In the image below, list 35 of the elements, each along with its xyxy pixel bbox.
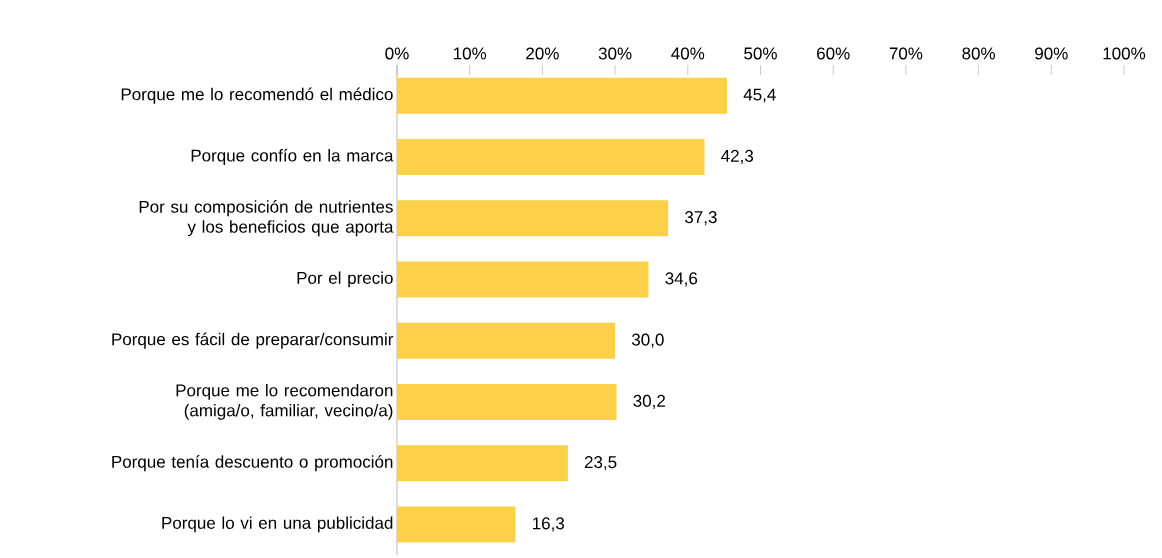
x-tick-label: 30% — [598, 47, 632, 60]
y-tick-label: Por su composición de nutrientes y los beneficios que aporta — [139, 200, 394, 237]
x-tick-label: 80% — [962, 47, 995, 60]
data-label: 30,0 — [631, 333, 664, 348]
bar — [397, 77, 728, 114]
x-tick-label: 100% — [1103, 47, 1146, 60]
y-tick-label: Porque tenía descuento o promoción — [112, 455, 393, 472]
y-tick-label: Porque me lo recomendaron (amiga/o, familiar, vecino/a) — [176, 383, 393, 420]
data-label: 45,4 — [743, 88, 776, 103]
y-tick-label: Porque me lo recomendó el médico — [121, 87, 393, 104]
x-tick-label: 60% — [817, 47, 850, 60]
x-tick-label: 40% — [671, 47, 705, 60]
bar — [397, 322, 616, 359]
y-tick-label: Porque es fácil de preparar/consumir — [112, 332, 394, 349]
x-tick-label: 10% — [453, 47, 487, 60]
data-label: 30,2 — [633, 394, 665, 409]
bar — [397, 138, 705, 175]
data-label: 34,6 — [665, 272, 698, 287]
data-label: 37,3 — [685, 211, 717, 226]
x-tick-label: 20% — [526, 47, 559, 60]
x-tick-label: 50% — [744, 47, 777, 60]
bar — [397, 261, 649, 298]
y-tick-label: Por el precio — [297, 271, 393, 288]
x-tick-label: 90% — [1035, 47, 1068, 60]
x-tick-label: 0% — [385, 47, 409, 60]
y-tick-label: Porque confío en la marca — [191, 148, 394, 165]
data-label: 42,3 — [721, 149, 754, 164]
bar — [397, 383, 617, 420]
bar — [397, 506, 516, 543]
y-tick-label: Porque lo vi en una publicidad — [162, 516, 393, 533]
data-label: 23,5 — [584, 456, 617, 471]
data-label: 16,3 — [533, 517, 565, 532]
bar — [397, 445, 568, 482]
bar — [397, 200, 669, 237]
x-tick-label: 70% — [889, 47, 923, 60]
